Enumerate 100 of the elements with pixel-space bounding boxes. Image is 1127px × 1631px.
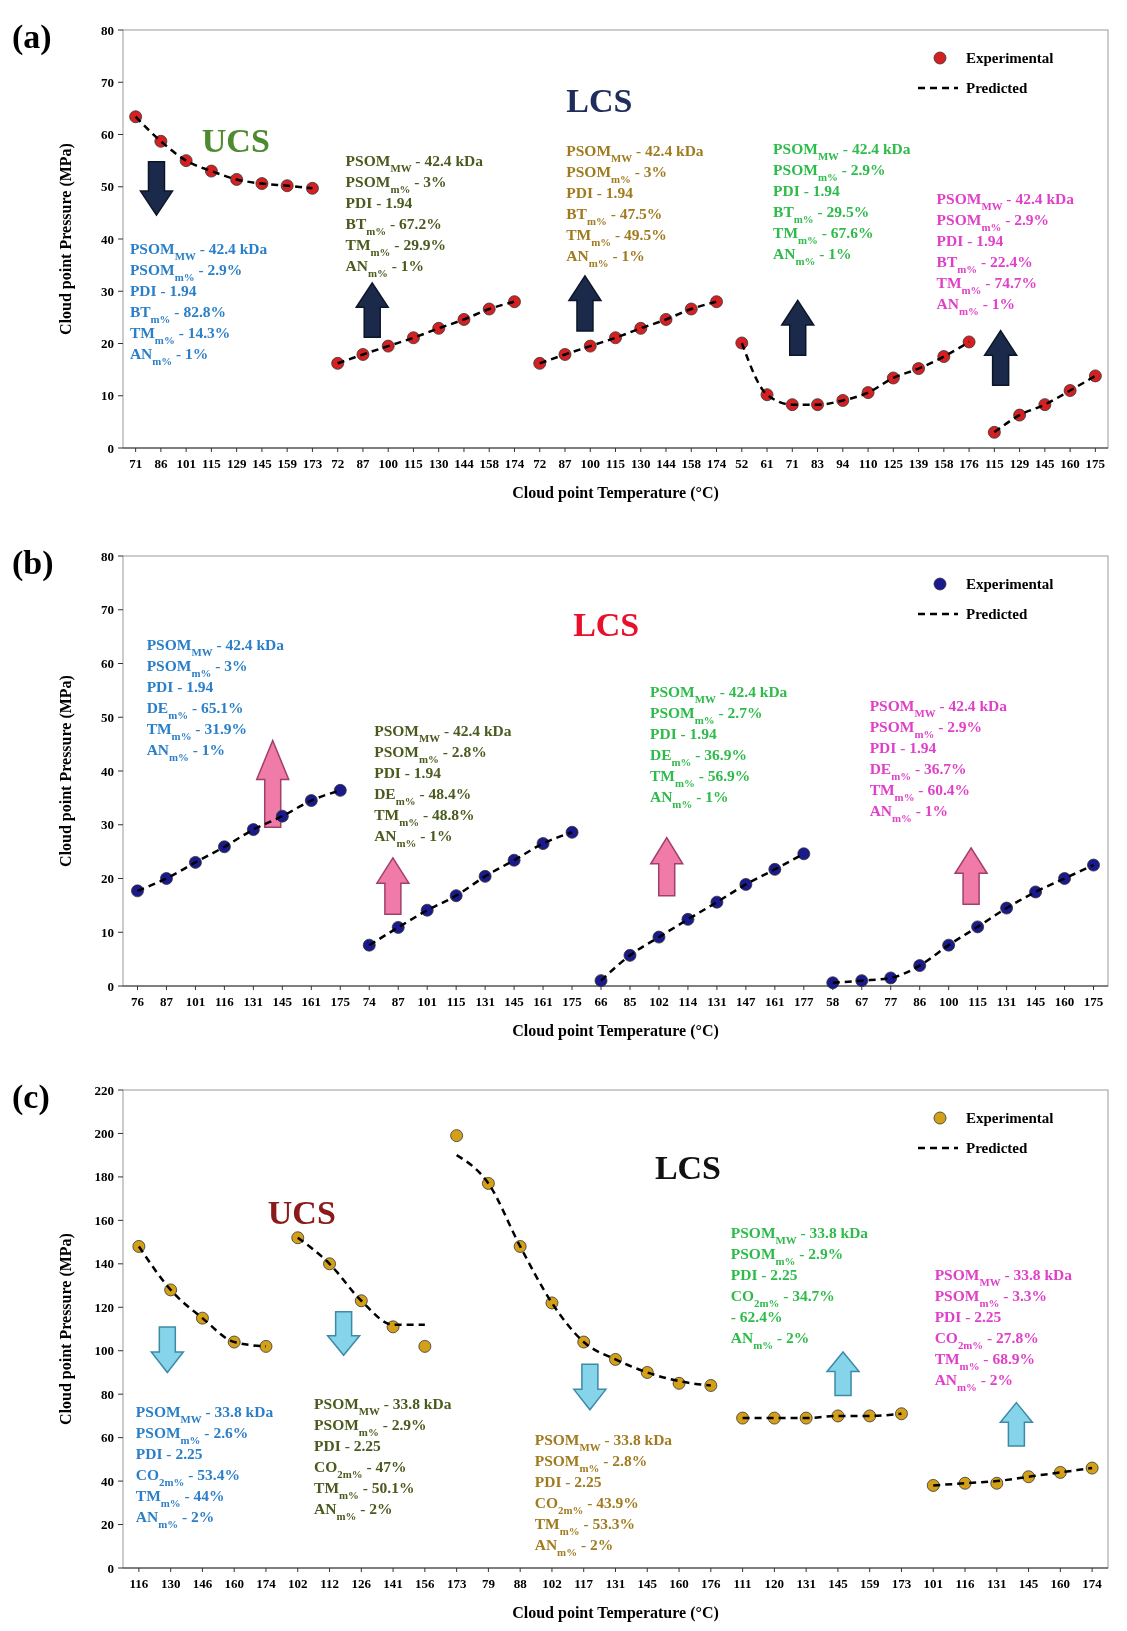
x-tick-label: 76 (130, 994, 145, 1009)
x-tick-label: 145 (1035, 456, 1056, 471)
x-tick-label: 116 (215, 994, 235, 1009)
x-tick-label: 114 (678, 994, 698, 1009)
x-tick-label: 117 (574, 1576, 594, 1591)
legend-label: Predicted (966, 606, 1029, 623)
x-tick-label: 87 (159, 994, 174, 1009)
x-tick-label: 87 (356, 456, 370, 471)
y-tick-label: 80 (101, 22, 114, 38)
x-axis-title: Cloud point Temperature (°C) (512, 1022, 719, 1040)
x-tick-label: 86 (154, 456, 168, 471)
x-tick-label: 116 (955, 1576, 975, 1591)
text: PSOM$_{MW}$ - 42.4 kDa PSOM$_{m%}$ - 2.9% PDI - 1.94 BT$_{m%}$ - 82.8% TM$_{m%}$ - 14.3% AN$_{m%}$ - 1% (129, 240, 268, 367)
text: PSOM$_{MW}$ - 42.4 kDa PSOM$_{m%}$ - 2.9% PDI - 1.94 DE$_{m%}$ - 36.7% TM$_{m%}$ - 60.4% AN$_{m%}$ - 1% (869, 697, 1007, 825)
x-tick-label: 146 (192, 1576, 213, 1591)
x-tick-label: 177 (794, 994, 815, 1009)
x-tick-label: 125 (883, 456, 904, 471)
x-tick-label: 173 (891, 1576, 912, 1591)
y-tick-label: 140 (94, 1256, 114, 1272)
x-tick-label: 115 (446, 994, 467, 1009)
x-tick-label: 112 (320, 1576, 339, 1591)
x-tick-label: 88 (513, 1576, 528, 1591)
legend-label: Experimental (966, 1110, 1054, 1127)
text: PSOM$_{MW}$ - 42.4 kDa PSOM$_{m%}$ - 2.9% PDI - 1.94 BT$_{m%}$ - 29.5% TM$_{m%}$ - 67.6% AN$_{m%}$ - 1% (773, 139, 911, 267)
x-tick-label: 160 (1050, 1576, 1071, 1591)
x-tick-label: 87 (558, 456, 572, 471)
x-tick-label: 141 (383, 1576, 403, 1591)
x-tick-label: 129 (226, 456, 247, 471)
x-tick-label: 174 (706, 456, 727, 471)
annotation: UCS (201, 121, 270, 159)
x-tick-label: 160 (224, 1576, 244, 1591)
point (1087, 858, 1100, 872)
x-tick-label: 156 (415, 1576, 436, 1591)
text: PSOM$_{MW}$ - 42.4 kDa PSOM$_{m%}$ - 3% PDI - 1.94 DE$_{m%}$ - 65.1% TM$_{m%}$ - 31.9% AN$_{m%}$ - 1% (146, 635, 284, 763)
x-tick-label: 160 (669, 1576, 689, 1591)
x-tick-label: 161 (533, 994, 553, 1009)
x-tick-label: 100 (378, 456, 398, 471)
x-tick-label: 174 (1082, 1576, 1103, 1591)
text: PSOM$_{MW}$ - 42.4 kDa PSOM$_{m%}$ - 2.9% PDI - 1.94 BT$_{m%}$ - 22.4% TM$_{m%}$ - 74.7% AN$_{m%}$ - 1% (936, 189, 1074, 317)
x-tick-label: 102 (288, 1576, 308, 1591)
point (306, 181, 319, 195)
x-tick-label: 160 (1060, 456, 1080, 471)
x-tick-label: 145 (828, 1576, 849, 1591)
text: PSOM$_{MW}$ - 33.8 kDa PSOM$_{m%}$ - 2.6% PDI - 2.25 CO$_{2m%}$ - 53.4% TM$_{m%}$ - 44% AN$_{m%}$ - 2% (135, 1402, 274, 1530)
x-tick-label: 52 (735, 456, 749, 471)
x-tick-label: 94 (836, 456, 850, 471)
x-tick-label: 126 (351, 1576, 372, 1591)
x-tick-label: 131 (243, 994, 264, 1009)
x-tick-label: 131 (605, 1576, 626, 1591)
x-tick-label: 110 (858, 456, 878, 471)
chart-title: (a) (12, 18, 52, 56)
y-axis-title: Cloud point Pressure (MPa) (57, 143, 75, 335)
point (333, 783, 347, 797)
x-tick-label: 145 (504, 994, 525, 1009)
y-tick-label: 50 (101, 179, 114, 195)
x-tick-label: 115 (968, 994, 988, 1009)
x-tick-label: 77 (884, 994, 898, 1009)
x-tick-label: 145 (252, 456, 273, 471)
x-tick-label: 161 (301, 994, 322, 1009)
y-tick-label: 100 (94, 1343, 114, 1359)
x-tick-label: 61 (760, 456, 774, 471)
x-tick-label: 129 (1009, 456, 1030, 471)
y-tick-label: 80 (101, 548, 114, 564)
y-tick-label: 30 (101, 817, 114, 833)
x-tick-label: 160 (1054, 994, 1075, 1009)
x-tick-label: 115 (202, 456, 222, 471)
x-tick-label: 72 (331, 456, 345, 471)
x-tick-label: 174 (256, 1576, 277, 1591)
point (797, 847, 811, 861)
x-tick-label: 131 (796, 1576, 816, 1591)
x-tick-label: 175 (1083, 994, 1104, 1009)
y-tick-label: 0 (107, 1560, 114, 1576)
annotation: LCS (573, 606, 640, 644)
y-tick-label: 160 (94, 1212, 114, 1228)
y-tick-label: 180 (94, 1169, 114, 1185)
legend-label: Experimental (966, 50, 1054, 67)
x-tick-label: 115 (984, 456, 1005, 471)
x-tick-label: 102 (542, 1576, 562, 1591)
x-tick-label: 86 (913, 994, 927, 1009)
y-tick-label: 120 (94, 1299, 114, 1315)
x-tick-label: 176 (701, 1576, 722, 1591)
legend-label: Predicted (966, 1140, 1029, 1157)
x-tick-label: 158 (934, 456, 955, 471)
y-tick-label: 60 (101, 127, 114, 143)
x-tick-label: 71 (785, 456, 799, 471)
legend-label: Experimental (966, 576, 1054, 593)
x-tick-label: 131 (987, 1576, 1007, 1591)
y-tick-label: 50 (101, 709, 114, 725)
x-tick-label: 175 (562, 994, 583, 1009)
x-tick-label: 139 (908, 456, 929, 471)
chart-title: (b) (12, 544, 54, 582)
x-tick-label: 130 (428, 456, 449, 471)
x-axis-title: Cloud point Temperature (°C) (512, 484, 719, 502)
y-axis-title: Cloud point Pressure (MPa) (57, 675, 75, 867)
text: PSOM$_{MW}$ - 42.4 kDa PSOM$_{m%}$ - 2.8% PDI - 1.94 DE$_{m%}$ - 48.4% TM$_{m%}$ - 48.8% AN$_{m%}$ - 1% (374, 721, 512, 849)
x-tick-label: 66 (594, 994, 609, 1009)
y-tick-label: 40 (101, 1473, 114, 1489)
x-tick-label: 101 (185, 994, 206, 1009)
x-tick-label: 74 (362, 994, 377, 1009)
x-tick-label: 145 (1018, 1576, 1039, 1591)
